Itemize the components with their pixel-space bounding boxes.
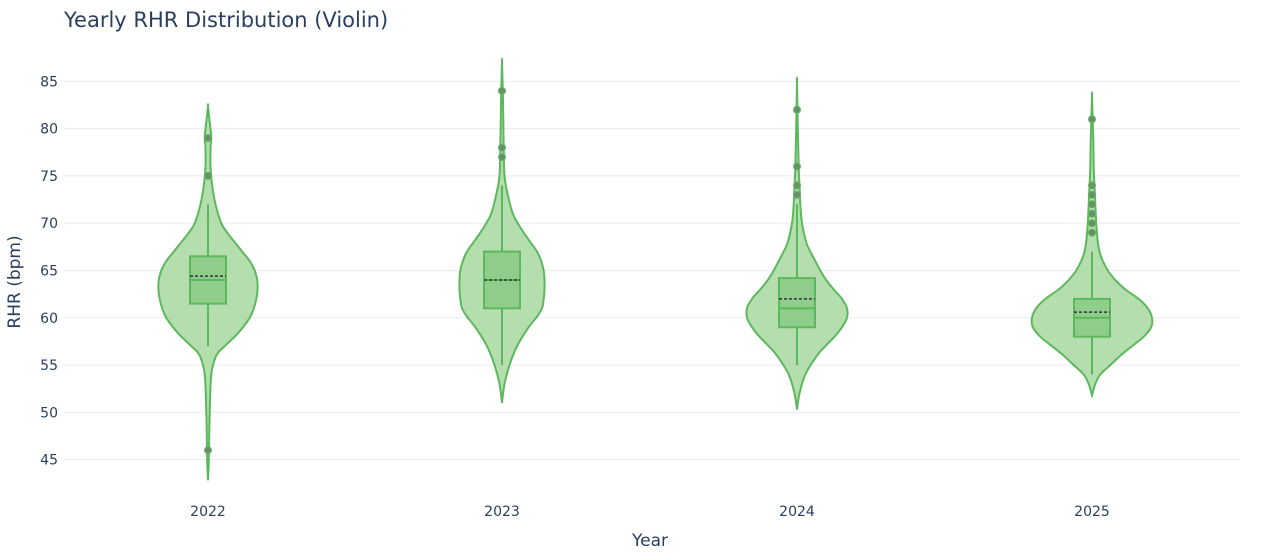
- outlier-point: [1088, 115, 1096, 124]
- outlier-point: [498, 153, 506, 162]
- outlier-point: [204, 446, 212, 455]
- violin-2024: [745, 76, 849, 410]
- outlier-point: [793, 190, 801, 199]
- outlier-point: [1088, 200, 1096, 209]
- outlier-point: [204, 171, 212, 180]
- outlier-point: [1088, 209, 1096, 218]
- y-tick-85: 85: [40, 74, 58, 90]
- y-tick-60: 60: [40, 311, 58, 327]
- y-tick-70: 70: [40, 216, 58, 232]
- violin-2025: [1030, 91, 1154, 399]
- outlier-point: [1088, 181, 1096, 190]
- y-tick-80: 80: [40, 122, 58, 138]
- violin-2022: [157, 103, 259, 481]
- outlier-point: [1088, 219, 1096, 228]
- y-tick-55: 55: [40, 358, 58, 374]
- outlier-point: [498, 86, 506, 95]
- y-tick-50: 50: [40, 405, 58, 421]
- y-axis-title: RHR (bpm): [5, 235, 25, 328]
- chart-title: Yearly RHR Distribution (Violin): [64, 8, 389, 32]
- y-tick-labels: 45 50 55 60 65 70 75 80 85: [40, 74, 58, 468]
- outlier-point: [793, 181, 801, 190]
- iqr-box: [778, 277, 816, 329]
- violin-2023: [458, 57, 546, 404]
- violin-series: [157, 57, 1154, 481]
- y-tick-75: 75: [40, 169, 58, 185]
- y-tick-45: 45: [40, 453, 58, 469]
- x-tick-labels: 2022 2023 2024 2025: [190, 504, 1110, 520]
- x-tick-2024: 2024: [779, 504, 815, 520]
- x-tick-2023: 2023: [484, 504, 520, 520]
- gridlines: [64, 80, 1240, 461]
- y-tick-65: 65: [40, 264, 58, 280]
- outlier-point: [793, 105, 801, 114]
- outlier-point: [1088, 228, 1096, 237]
- x-tick-2025: 2025: [1074, 504, 1110, 520]
- outlier-point: [1088, 190, 1096, 199]
- violin-body: [1030, 91, 1154, 399]
- outlier-point: [498, 143, 506, 152]
- x-tick-2022: 2022: [190, 504, 226, 520]
- outlier-point: [204, 134, 212, 143]
- outlier-point: [793, 162, 801, 171]
- x-axis-title: Year: [631, 531, 668, 551]
